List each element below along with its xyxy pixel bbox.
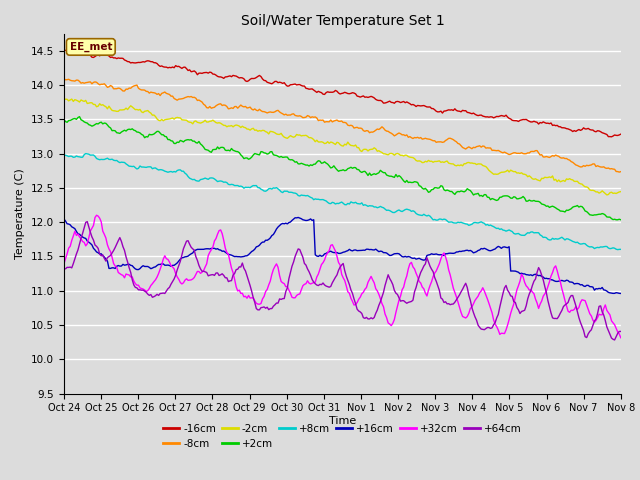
+8cm [60, 153, 68, 159]
-8cm [617, 169, 625, 175]
-16cm [60, 48, 68, 53]
+16cm [60, 216, 68, 222]
Y-axis label: Temperature (C): Temperature (C) [15, 168, 26, 259]
+32cm [246, 295, 254, 301]
+16cm [294, 215, 302, 220]
-2cm [244, 126, 252, 132]
+2cm [255, 152, 263, 158]
+2cm [60, 117, 68, 122]
Line: +16cm: +16cm [64, 217, 621, 293]
-16cm [588, 127, 595, 133]
+64cm [611, 337, 618, 343]
-16cm [255, 72, 263, 78]
+8cm [588, 244, 595, 250]
+64cm [228, 278, 236, 284]
+8cm [130, 163, 138, 169]
Line: +32cm: +32cm [64, 215, 621, 338]
-16cm [305, 86, 313, 92]
+32cm [588, 313, 595, 319]
Line: +64cm: +64cm [64, 222, 621, 340]
+32cm [617, 335, 625, 341]
-8cm [303, 113, 311, 119]
+64cm [255, 307, 263, 312]
+8cm [255, 185, 263, 191]
+8cm [617, 246, 625, 252]
+2cm [76, 114, 83, 120]
Line: -8cm: -8cm [64, 79, 621, 172]
-8cm [616, 169, 623, 175]
+8cm [305, 193, 313, 199]
+2cm [617, 217, 625, 223]
+8cm [246, 185, 254, 191]
-2cm [617, 189, 625, 194]
-2cm [129, 104, 136, 110]
+2cm [246, 156, 254, 161]
+16cm [244, 252, 252, 258]
+32cm [255, 301, 263, 307]
+16cm [588, 284, 595, 289]
Line: +8cm: +8cm [64, 154, 621, 250]
+2cm [305, 163, 313, 169]
+32cm [93, 212, 100, 218]
-16cm [607, 134, 615, 140]
+64cm [246, 283, 254, 288]
Line: +2cm: +2cm [64, 117, 621, 220]
-8cm [244, 105, 252, 110]
-8cm [129, 84, 136, 90]
+64cm [617, 329, 625, 335]
+16cm [305, 217, 313, 223]
+64cm [83, 219, 91, 225]
-2cm [254, 128, 262, 134]
+64cm [588, 327, 595, 333]
Line: -2cm: -2cm [64, 99, 621, 195]
-16cm [617, 132, 625, 137]
+32cm [130, 278, 138, 284]
-16cm [246, 76, 254, 82]
+16cm [617, 290, 625, 296]
-2cm [226, 123, 234, 129]
-2cm [60, 96, 68, 102]
Text: EE_met: EE_met [70, 42, 112, 52]
+64cm [130, 282, 138, 288]
X-axis label: Time: Time [329, 416, 356, 426]
+8cm [82, 151, 90, 156]
-2cm [303, 133, 311, 139]
+16cm [129, 263, 136, 269]
+32cm [60, 261, 68, 266]
+32cm [228, 265, 236, 271]
-8cm [586, 162, 594, 168]
+64cm [305, 269, 313, 275]
-2cm [586, 187, 594, 193]
Legend: -16cm, -8cm, -2cm, +2cm, +8cm, +16cm, +32cm, +64cm: -16cm, -8cm, -2cm, +2cm, +8cm, +16cm, +3… [159, 420, 525, 453]
-8cm [226, 106, 234, 111]
+8cm [228, 181, 236, 187]
Line: -16cm: -16cm [64, 50, 621, 137]
+16cm [226, 252, 234, 258]
+2cm [130, 127, 138, 133]
-8cm [60, 76, 68, 82]
+16cm [254, 243, 262, 249]
-2cm [603, 192, 611, 198]
+2cm [228, 145, 236, 151]
+8cm [614, 247, 621, 252]
+32cm [305, 280, 313, 286]
-16cm [130, 60, 138, 66]
+2cm [588, 212, 595, 218]
-8cm [254, 108, 262, 114]
-16cm [228, 74, 236, 80]
-16cm [61, 48, 69, 53]
Title: Soil/Water Temperature Set 1: Soil/Water Temperature Set 1 [241, 14, 444, 28]
+64cm [60, 266, 68, 272]
